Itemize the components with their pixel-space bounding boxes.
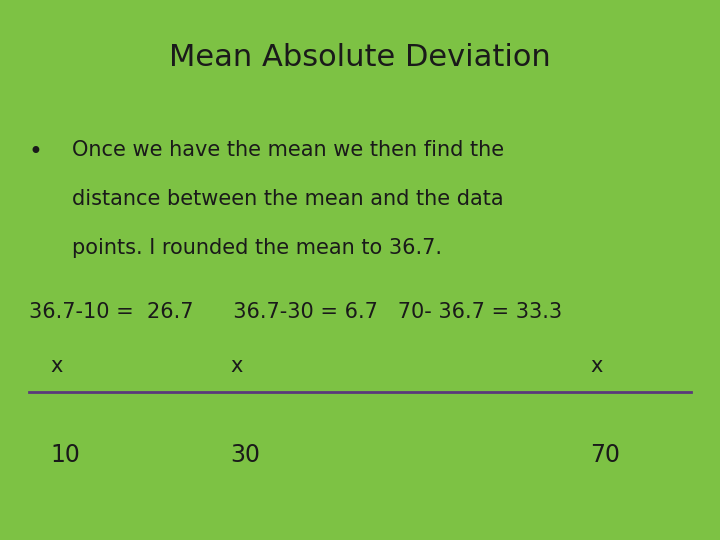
Text: •: • (29, 140, 42, 164)
Text: 10: 10 (50, 443, 80, 467)
Text: distance between the mean and the data: distance between the mean and the data (72, 189, 503, 209)
Text: x: x (50, 356, 63, 376)
Text: Mean Absolute Deviation: Mean Absolute Deviation (169, 43, 551, 72)
Text: Once we have the mean we then find the: Once we have the mean we then find the (72, 140, 504, 160)
Text: x: x (590, 356, 603, 376)
Text: 70: 70 (590, 443, 621, 467)
Text: 36.7-10 =  26.7      36.7-30 = 6.7   70- 36.7 = 33.3: 36.7-10 = 26.7 36.7-30 = 6.7 70- 36.7 = … (29, 302, 562, 322)
Text: x: x (230, 356, 243, 376)
Text: points. I rounded the mean to 36.7.: points. I rounded the mean to 36.7. (72, 238, 442, 258)
Text: 30: 30 (230, 443, 261, 467)
